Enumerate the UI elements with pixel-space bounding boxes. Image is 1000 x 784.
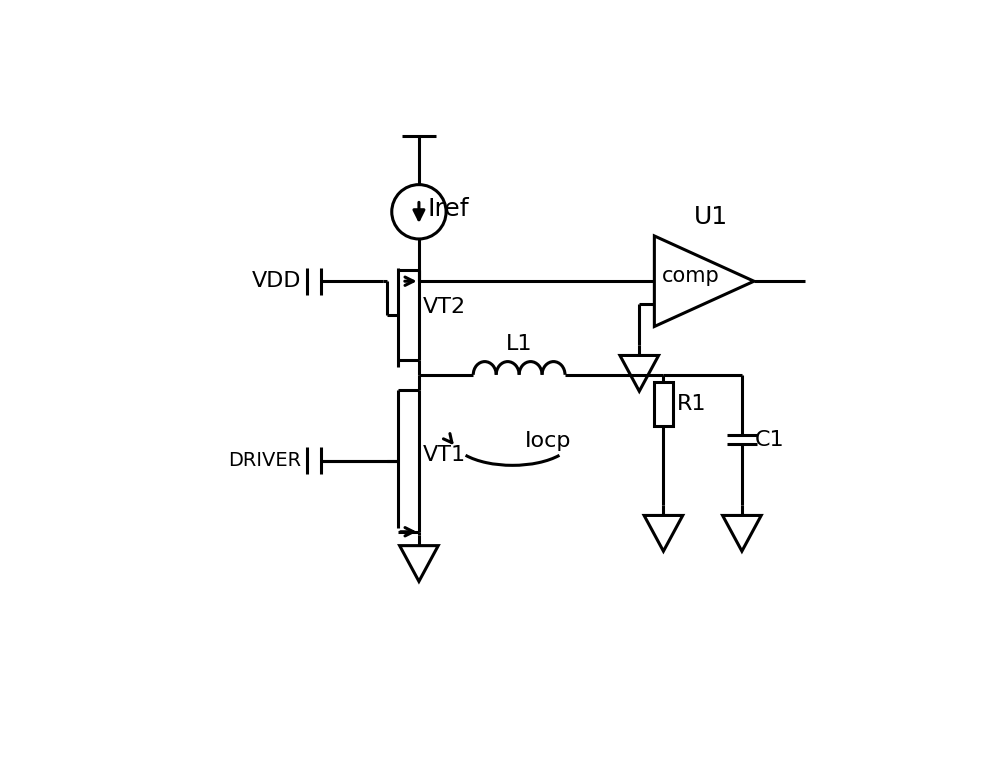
Text: DRIVER: DRIVER — [228, 452, 301, 470]
Bar — [654, 382, 673, 426]
Text: VDD: VDD — [252, 271, 301, 291]
Text: VT1: VT1 — [423, 445, 466, 465]
Text: L1: L1 — [506, 334, 532, 354]
Text: VT2: VT2 — [423, 297, 466, 317]
Text: U1: U1 — [694, 205, 728, 229]
Text: Iocp: Iocp — [525, 431, 571, 452]
Text: R1: R1 — [677, 394, 706, 414]
Text: Iref: Iref — [428, 197, 470, 221]
Text: C1: C1 — [755, 430, 785, 450]
Text: comp: comp — [662, 267, 719, 286]
